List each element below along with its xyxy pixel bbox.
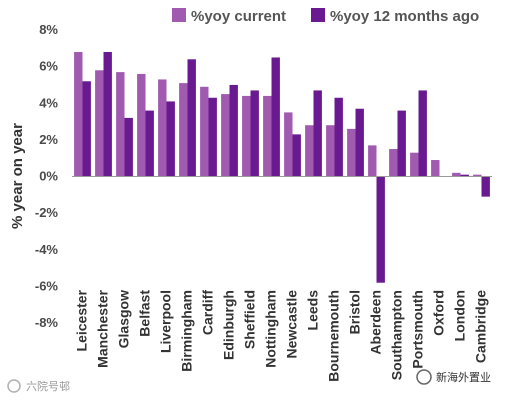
bar-current-southampton — [389, 149, 398, 177]
y-tick-label: 0% — [39, 169, 58, 184]
x-category-label: Portsmouth — [410, 290, 426, 369]
y-tick-label: 6% — [39, 59, 58, 74]
x-axis: Leicester Manchester Glasgow Belfast Liverpo… — [72, 176, 492, 382]
x-category-label: Edinburgh — [221, 290, 237, 360]
bar-current-leeds — [305, 125, 314, 177]
x-category-label: Cambridge — [473, 290, 489, 363]
x-category-label: Newcastle — [284, 290, 300, 359]
x-category-label: Bristol — [347, 290, 363, 334]
watermark-left: 六院号邨 — [7, 379, 70, 393]
bar-12-months-ago-nottingham — [271, 57, 280, 177]
bar-current-portsmouth — [410, 152, 419, 177]
bar-12-months-ago-aberdeen — [376, 176, 385, 283]
bar-current-glasgow — [116, 72, 125, 177]
bar-12-months-ago-bristol — [355, 108, 364, 177]
legend-label: %yoy 12 months ago — [330, 8, 479, 25]
bar-current-leicester — [74, 51, 83, 177]
bar-12-months-ago-birmingham — [187, 59, 196, 177]
x-category-label: Nottingham — [263, 290, 279, 368]
y-axis: 8% 6% 4% 2% 0% -2% -4% -6% -8% — [35, 22, 59, 330]
bar-12-months-ago-leicester — [82, 81, 91, 177]
legend-item: %yoy current — [172, 8, 286, 25]
x-category-label: Bournemouth — [326, 290, 342, 382]
bar-12-months-ago-edinburgh — [229, 84, 238, 177]
legend-swatch — [172, 8, 186, 22]
y-tick-label: 2% — [39, 132, 58, 147]
bar-12-months-ago-manchester — [103, 51, 112, 177]
bar-current-sheffield — [242, 95, 251, 177]
legend-label: %yoy current — [191, 8, 286, 25]
bar-current-bristol — [347, 128, 356, 177]
bar-current-london — [452, 172, 461, 177]
bar-12-months-ago-cardiff — [208, 97, 217, 177]
bar-current-newcastle — [284, 112, 293, 177]
legend-swatch — [311, 8, 325, 22]
y-tick-label: -2% — [35, 205, 59, 220]
bar-current-manchester — [95, 70, 104, 177]
bar-12-months-ago-southampton — [397, 110, 406, 177]
bar-current-bournemouth — [326, 125, 335, 177]
bar-current-belfast — [137, 73, 146, 177]
bar-current-edinburgh — [221, 94, 230, 177]
x-category-label: Sheffield — [242, 290, 258, 349]
x-category-label: London — [452, 290, 468, 341]
y-tick-label: 4% — [39, 95, 58, 110]
bar-12-months-ago-sheffield — [250, 90, 259, 177]
y-tick-label: -4% — [35, 242, 59, 257]
bar-12-months-ago-leeds — [313, 90, 322, 177]
legend: %yoy current %yoy 12 months ago — [172, 8, 479, 25]
y-tick-label: 8% — [39, 22, 58, 37]
x-category-label: Liverpool — [158, 290, 174, 353]
x-category-label: Oxford — [431, 290, 447, 336]
bar-12-months-ago-cambridge — [481, 176, 490, 197]
bar-12-months-ago-liverpool — [166, 101, 175, 177]
y-axis-title: % year on year — [9, 123, 26, 229]
bar-current-cambridge — [473, 174, 482, 177]
x-category-label: Manchester — [95, 289, 111, 367]
bar-current-nottingham — [263, 95, 272, 177]
watermark-right-text: 新海外置业 — [436, 370, 491, 384]
bar-12-months-ago-bournemouth — [334, 97, 343, 177]
watermark-right-icon — [416, 369, 432, 385]
legend-item: %yoy 12 months ago — [311, 8, 479, 25]
x-category-label: Leeds — [305, 290, 321, 331]
bar-12-months-ago-portsmouth — [418, 90, 427, 177]
x-category-label: Birmingham — [179, 290, 195, 372]
y-tick-label: -8% — [35, 315, 59, 330]
x-category-label: Leicester — [74, 289, 90, 351]
bars — [74, 51, 490, 283]
bar-12-months-ago-glasgow — [124, 117, 133, 177]
bar-current-cardiff — [200, 86, 209, 177]
x-category-label: Cardiff — [200, 290, 216, 335]
x-category-label: Aberdeen — [368, 290, 384, 355]
bar-current-aberdeen — [368, 145, 377, 177]
bar-12-months-ago-belfast — [145, 110, 154, 177]
x-category-label: Southampton — [389, 290, 405, 380]
x-category-label: Glasgow — [116, 290, 132, 348]
watermark-left-text: 六院号邨 — [26, 379, 70, 393]
watermark-left-icon — [7, 379, 21, 393]
bar-12-months-ago-newcastle — [292, 134, 301, 177]
bar-current-birmingham — [179, 83, 188, 177]
bar-12-months-ago-london — [460, 174, 469, 177]
bar-current-oxford — [431, 160, 440, 177]
watermark-right: 新海外置业 — [416, 369, 491, 385]
y-tick-label: -6% — [35, 278, 59, 293]
bar-current-liverpool — [158, 79, 167, 177]
x-category-label: Belfast — [137, 290, 153, 337]
